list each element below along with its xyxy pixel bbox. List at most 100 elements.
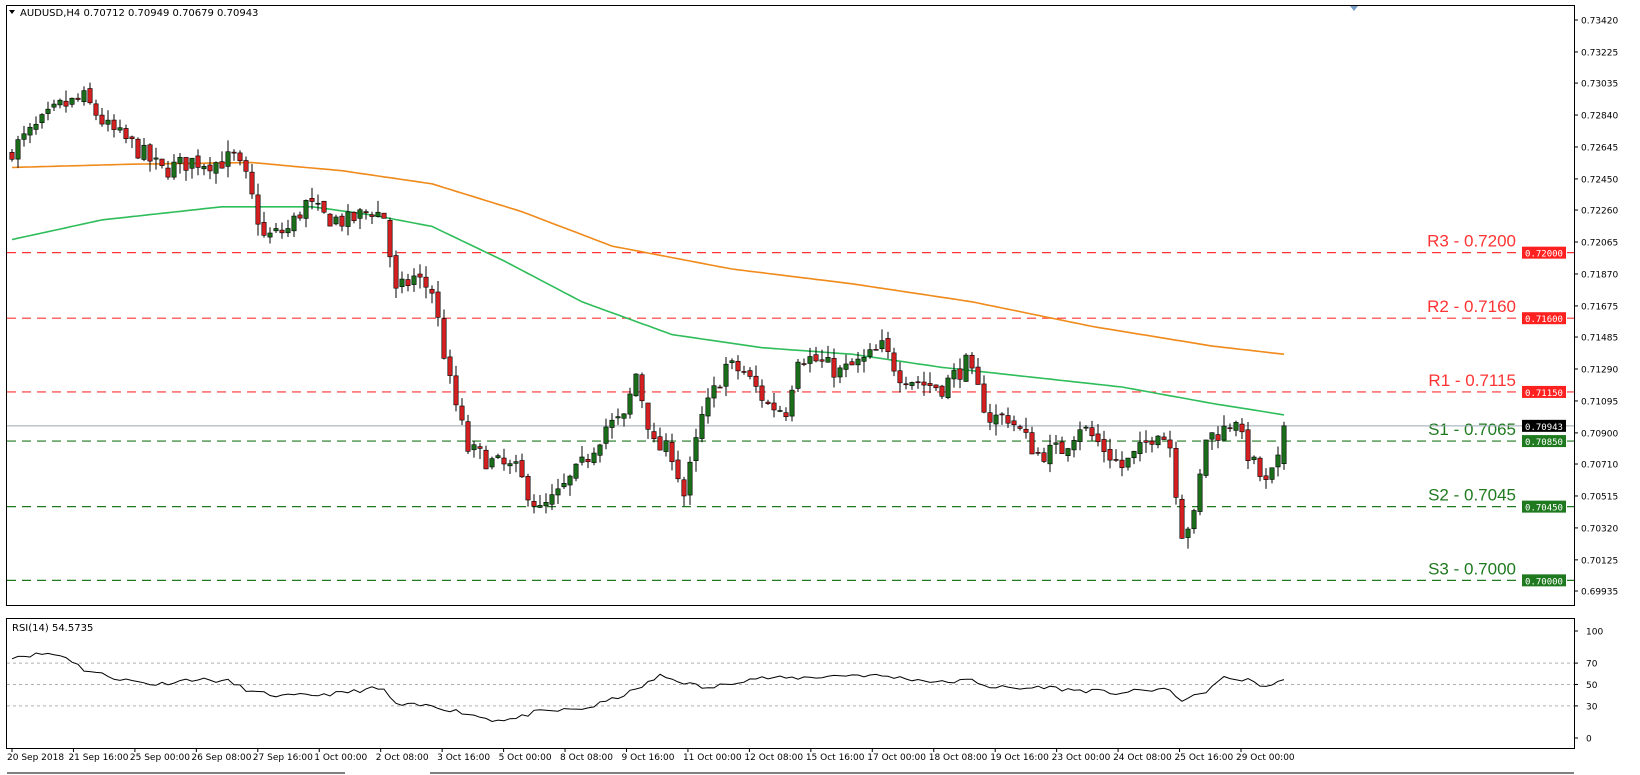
candle-bear [363,211,369,214]
candle-bear [1011,420,1017,426]
candle-bear [417,273,423,278]
candle-bull [267,232,273,238]
candle-bear [1149,440,1155,445]
candle-bull [51,103,57,108]
candle-bear [1095,433,1101,443]
candle-bull [627,393,633,415]
candle-bull [411,275,417,285]
candle-bear [381,212,387,219]
candle-bear [813,354,819,362]
candle-bear [255,194,261,225]
collapse-triangle-icon[interactable] [9,10,15,14]
candle-bear [219,161,225,169]
price-tick-label: 0.71675 [1581,302,1618,312]
price-tick-label: 0.73420 [1581,17,1618,27]
rsi-tick-label: 50 [1586,681,1598,691]
time-tick-label: 5 Oct 00:00 [499,753,552,763]
candle-bull [1185,528,1191,538]
level-price-tag [1522,312,1566,325]
candle-bull [273,228,279,232]
candle-bear [477,446,483,449]
candle-bull [141,144,147,160]
candle-bear [279,229,285,234]
candle-bear [387,220,393,258]
price-tick-label: 0.70710 [1581,461,1618,471]
time-tick-label: 27 Sep 16:00 [253,753,313,763]
time-tick-label: 19 Oct 16:00 [990,753,1049,763]
candle-bull [993,414,999,425]
candle-bull [513,461,519,464]
price-tick-label: 0.70515 [1581,492,1618,502]
rsi-tick-label: 70 [1586,660,1598,670]
candle-bear [741,371,747,373]
candle-bull [105,119,111,125]
candle-bull [1275,454,1281,468]
level-price-tag [1522,435,1566,448]
candle-bull [33,123,39,130]
candle-bear [1263,475,1269,480]
price-tick-label: 0.70900 [1581,429,1618,439]
candle-bear [1179,498,1185,539]
candle-bear [1101,439,1107,452]
candle-bear [135,138,141,159]
time-tick-label: 21 Sep 16:00 [68,753,128,763]
candle-bull [1047,444,1053,465]
candle-bull [1131,450,1137,459]
candle-bull [621,413,627,419]
rsi-layer [7,652,1574,723]
candle-bull [1197,473,1203,512]
time-tick-label: 12 Oct 08:00 [744,753,803,763]
candle-bull [843,363,849,370]
candle-bull [1071,440,1077,451]
time-tick-label: 24 Oct 08:00 [1113,753,1172,763]
candle-bull [723,363,729,387]
candle-bear [735,360,741,372]
candle-bull [15,139,21,160]
candle-bear [1059,441,1065,454]
candle-bear [915,381,921,384]
price-tick-label: 0.71870 [1581,270,1618,280]
candle-bear [1239,423,1245,433]
rsi-tick-label: 100 [1586,628,1603,638]
level-price-tag-text: 0.72000 [1525,250,1563,260]
candle-bull [201,166,207,170]
candle-bull [45,108,51,114]
candle-bull [609,419,615,428]
candle-bear [783,412,789,418]
time-tick-label: 29 Oct 00:00 [1236,753,1295,763]
candle-bear [939,385,945,397]
candle-bull [1155,435,1161,446]
price-tick-label: 0.70125 [1581,556,1618,566]
candle-bear [1119,459,1125,468]
candle-bear [639,374,645,402]
candle-bear [111,119,117,130]
level-price-tag [1522,500,1566,513]
candle-bull [705,397,711,417]
candle-bull [1125,457,1131,468]
candle-bear [1143,440,1149,443]
candle-bull [57,99,63,106]
candle-bear [195,155,201,168]
candle-bear [1245,429,1251,461]
candle-bull [807,356,813,364]
candle-bear [393,255,399,289]
time-tick-label: 20 Sep 2018 [7,753,64,763]
candle-bull [171,161,177,178]
symbol-readout: AUDUSD,H4 0.70712 0.70949 0.70679 0.7094… [20,8,258,19]
candle-bull [537,505,543,508]
candle-bear [453,375,459,406]
candle-bear [159,158,165,166]
candle-bear [651,431,657,440]
candle-bear [501,457,507,465]
candle-bull [597,444,603,456]
time-tick-label: 25 Sep 00:00 [130,753,190,763]
candle-bear [231,151,237,154]
candle-bull [189,157,195,169]
candle-bull [555,488,561,496]
shift-marker-icon[interactable] [1350,6,1358,11]
price-tick-label: 0.72645 [1581,143,1618,153]
candle-bull [1137,442,1143,454]
candle-bear [885,338,891,352]
candle-bear [849,361,855,366]
